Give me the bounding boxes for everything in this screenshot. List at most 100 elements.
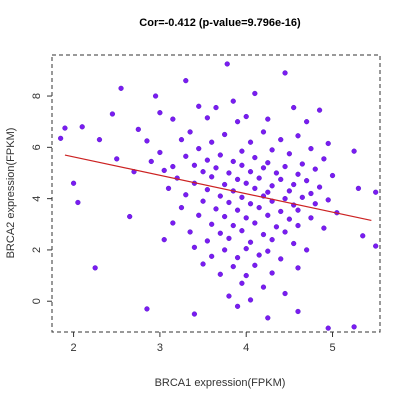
data-point [295, 133, 301, 139]
data-point [239, 162, 245, 168]
data-point [196, 212, 202, 218]
data-point [360, 233, 366, 239]
data-point [96, 137, 103, 143]
data-point [222, 181, 228, 188]
data-point [127, 213, 133, 220]
data-point [308, 190, 314, 197]
data-point [239, 280, 245, 286]
data-point [260, 129, 267, 135]
data-point [144, 138, 150, 144]
data-point [213, 206, 219, 212]
data-point [239, 228, 245, 234]
data-point [329, 172, 336, 179]
data-point [230, 263, 236, 270]
data-point [234, 119, 241, 125]
data-point [247, 139, 254, 145]
data-point [178, 137, 185, 143]
data-point [286, 188, 292, 194]
data-point [355, 185, 362, 191]
data-point [157, 149, 163, 156]
y-axis-label: BRCA2 expression(FPKM) [5, 128, 17, 259]
data-point [304, 178, 310, 184]
data-point [243, 180, 249, 186]
data-point [256, 175, 262, 181]
data-point [304, 119, 310, 125]
data-point [321, 225, 327, 231]
data-point [269, 270, 275, 276]
y-tick-label: 0 [31, 298, 43, 304]
data-point [282, 229, 288, 235]
regression-line [64, 154, 372, 222]
x-tick-label: 3 [157, 342, 163, 354]
data-points [58, 61, 379, 331]
data-point [209, 139, 215, 145]
data-point [265, 160, 271, 166]
data-point [230, 98, 236, 104]
data-point [260, 165, 267, 171]
data-point [265, 212, 271, 218]
data-point [209, 253, 215, 259]
x-axis-label: BRCA1 expression(FPKM) [155, 377, 286, 389]
data-point [191, 311, 198, 317]
x-tick-label: 5 [329, 342, 335, 354]
data-point [224, 61, 230, 67]
data-point [222, 247, 228, 253]
data-point [109, 111, 116, 117]
data-point [243, 272, 249, 279]
data-point [252, 154, 258, 161]
data-point [282, 70, 288, 76]
data-point [217, 152, 223, 158]
data-point [278, 256, 284, 262]
data-point [204, 187, 210, 193]
data-point [295, 222, 301, 229]
data-point [269, 147, 275, 153]
data-point [282, 163, 288, 170]
data-point [273, 224, 280, 230]
data-point [209, 174, 215, 180]
data-point [373, 189, 379, 195]
data-point [291, 240, 297, 247]
data-point [157, 110, 163, 116]
data-point [256, 252, 262, 258]
data-point [247, 239, 254, 245]
data-point [118, 85, 124, 91]
data-point [183, 153, 189, 159]
data-point [252, 185, 258, 191]
data-point [282, 196, 288, 202]
data-point [299, 161, 305, 167]
data-point [196, 103, 202, 109]
data-point [239, 148, 245, 154]
x-tick-label: 2 [71, 342, 77, 354]
y-tick-label: 6 [31, 144, 43, 150]
data-point [217, 271, 223, 277]
data-point [234, 303, 241, 309]
data-point [295, 171, 301, 177]
data-point [213, 104, 219, 111]
y-axis: 0 2 4 6 8 [31, 93, 52, 304]
data-point [170, 220, 176, 226]
data-point [187, 129, 193, 135]
data-point [204, 115, 210, 121]
data-point [230, 158, 236, 165]
data-point [234, 207, 241, 213]
data-point [252, 262, 258, 268]
data-point [321, 156, 327, 162]
y-tick-label: 8 [31, 93, 43, 99]
data-point [278, 137, 284, 143]
data-point [213, 165, 219, 171]
data-point [265, 189, 271, 195]
data-point [269, 183, 275, 189]
data-point [79, 124, 85, 130]
data-point [308, 215, 314, 221]
data-point [209, 221, 215, 227]
data-point [278, 176, 284, 182]
data-point [239, 194, 245, 200]
data-point [178, 205, 185, 211]
data-point [204, 238, 210, 244]
data-point [148, 158, 154, 165]
data-point [325, 197, 331, 203]
data-point [226, 293, 232, 299]
data-point [252, 90, 258, 97]
data-point [273, 170, 280, 176]
